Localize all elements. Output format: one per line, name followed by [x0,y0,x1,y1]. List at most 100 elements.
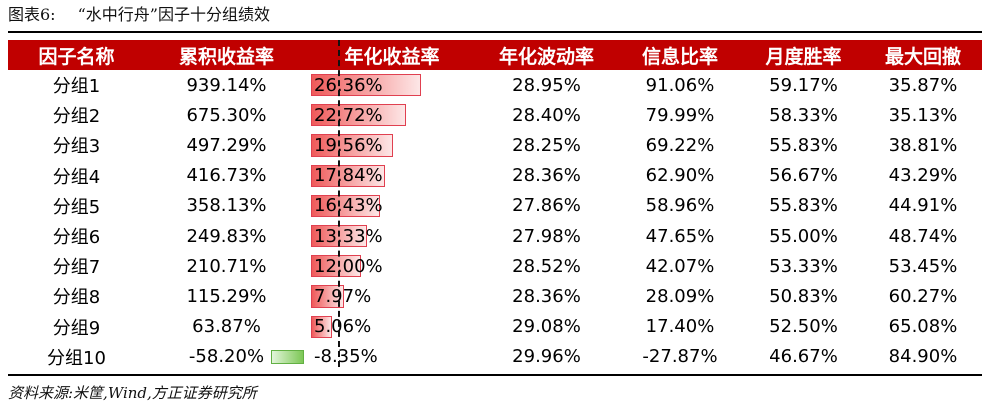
max-drawdown-cell: 35.13% [888,104,958,126]
annual-return-databar [311,104,406,127]
annual-vol-cell: 28.40% [512,104,581,126]
bottom-rule [8,374,982,376]
cum-return-cell: 63.87% [192,316,261,338]
group-name-cell: 分组1 [52,76,101,98]
group-name-cell: 分组7 [52,257,101,279]
group-name-cell: 分组2 [52,106,101,128]
max-drawdown-cell: 43.29% [888,165,958,187]
col-header-monthly-win: 月度胜率 [765,45,842,68]
cum-return-cell: 358.13% [186,195,267,217]
cum-return-cell: 416.73% [186,165,267,187]
info-ratio-cell: 47.65% [645,225,715,247]
annual-return-value: -8.35% [314,346,378,368]
annual-return-cell: -8.35% [270,342,476,372]
info-ratio-cell: -27.87% [642,346,718,368]
monthly-win-cell: 55.00% [769,225,838,247]
info-ratio-cell: 28.09% [645,285,715,307]
info-ratio-cell: 69.22% [645,134,715,156]
group-name-cell: 分组10 [47,347,106,369]
annual-return-value: 5.06% [314,316,372,338]
annual-return-databar [311,164,386,187]
max-drawdown-cell: 44.91% [888,195,958,217]
annual-return-value: 26.36% [314,74,383,96]
annual-return-value: 7.97% [314,285,372,307]
annual-return-value: 12.00% [314,255,383,277]
table-row: 分组2 675.30% 22.72% 28.40% 79.99% 58.33% 35.13% [8,100,982,130]
group-name-cell: 分组9 [52,317,101,339]
group-name-cell: 分组4 [52,166,101,188]
annual-return-cell: 16.43% [308,191,476,221]
cum-return-cell: 497.29% [186,134,267,156]
annual-return-cell: 22.72% [308,100,476,130]
annual-vol-cell: 28.95% [512,74,581,96]
monthly-win-cell: 59.17% [769,74,838,96]
databar-axis [338,40,340,367]
info-ratio-cell: 79.99% [645,104,715,126]
annual-return-cell: 19.56% [308,130,476,160]
max-drawdown-cell: 60.27% [888,285,958,307]
annual-return-cell: 5.06% [308,312,476,342]
annual-return-cell: 12.00% [308,251,476,281]
max-drawdown-cell: 38.81% [888,134,958,156]
table-row: 分组5 358.13% 16.43% 27.86% 58.96% 55.83% 44.91% [8,191,982,221]
source-note: 资料来源:米筐,Wind,方正证券研究所 [8,384,257,402]
annual-return-databar [311,134,393,157]
figure-label: 图表6: [8,5,56,24]
annual-return-databar [311,194,380,217]
cum-return-cell: 210.71% [186,255,267,277]
max-drawdown-cell: 35.87% [888,74,958,96]
top-rule [8,31,982,33]
monthly-win-cell: 52.50% [769,316,838,338]
info-ratio-cell: 58.96% [645,195,715,217]
annual-return-negative-databar [270,349,304,364]
monthly-win-cell: 46.67% [769,346,838,368]
annual-return-value: 22.72% [314,104,383,126]
annual-return-value: 16.43% [314,195,383,217]
table-row: 分组3 497.29% 19.56% 28.25% 69.22% 55.83% 38.81% [8,130,982,160]
annual-return-databar [311,255,362,278]
group-name-cell: 分组5 [52,196,101,218]
cum-return-cell: 249.83% [186,225,267,247]
table-row: 分组7 210.71% 12.00% 28.52% 42.07% 53.33% 53.45% [8,251,982,281]
table-row: 分组8 115.29% 7.97% 28.36% 28.09% 50.83% 60.27% [8,281,982,311]
annual-vol-cell: 27.86% [512,195,581,217]
group-name-cell: 分组3 [52,136,101,158]
annual-vol-cell: 29.96% [512,346,581,368]
col-header-cum-return: 累积收益率 [178,45,274,68]
annual-return-value: 19.56% [314,134,383,156]
cum-return-cell: 939.14% [186,74,267,96]
table-row: 分组10 -58.20% -8.35% 29.96% -27.87% 46.67% 84.9… [8,342,982,372]
table-row: 分组1 939.14% 26.36% 28.95% 91.06% 59.17% 35.87% [8,70,982,100]
monthly-win-cell: 55.83% [769,195,838,217]
annual-vol-cell: 28.52% [512,255,581,277]
annual-vol-cell: 28.36% [512,165,581,187]
info-ratio-cell: 62.90% [645,165,715,187]
figure-title: 图表6: “水中行舟”因子十分组绩效 [8,2,270,28]
monthly-win-cell: 56.67% [769,165,838,187]
col-header-info-ratio: 信息比率 [641,45,718,68]
annual-vol-cell: 27.98% [512,225,581,247]
annual-vol-cell: 29.08% [512,316,581,338]
group-name-cell: 分组6 [52,227,101,249]
max-drawdown-cell: 53.45% [888,255,958,277]
group-name-cell: 分组8 [52,287,101,309]
annual-vol-cell: 28.36% [512,285,581,307]
annual-return-value: 13.33% [314,225,383,247]
max-drawdown-cell: 84.90% [888,346,958,368]
annual-return-cell: 13.33% [308,221,476,251]
table-row: 分组6 249.83% 13.33% 27.98% 47.65% 55.00% 48.74% [8,221,982,251]
monthly-win-cell: 53.33% [769,255,838,277]
annual-return-databar [311,315,333,338]
table-row: 分组9 63.87% 5.06% 29.08% 17.40% 52.50% 65.08% [8,312,982,342]
performance-table: 因子名称 累积收益率 年化收益率 年化波动率 信息比率 月度胜率 最大回撤 分组… [8,40,982,372]
table-body: 分组1 939.14% 26.36% 28.95% 91.06% 59.17% 35.87%… [8,70,982,372]
info-ratio-cell: 17.40% [645,316,715,338]
table-row: 分组4 416.73% 17.84% 28.36% 62.90% 56.67% 43.29% [8,161,982,191]
col-header-annual-return: 年化收益率 [344,45,440,68]
info-ratio-cell: 42.07% [645,255,715,277]
col-header-annual-vol: 年化波动率 [498,45,594,68]
cum-return-cell: -58.20% [188,346,265,368]
cum-return-cell: 675.30% [186,104,267,126]
annual-return-value: 17.84% [314,165,383,187]
annual-return-cell: 17.84% [308,161,476,191]
